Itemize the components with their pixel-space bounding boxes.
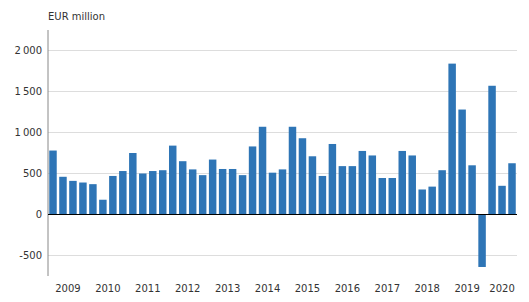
bar [379,178,386,214]
grid-line [48,91,517,92]
y-tick-label: 0 [36,209,42,220]
bar [249,146,256,214]
x-tick-label: 2010 [95,283,120,294]
x-tick-label: 2009 [55,283,80,294]
bar [508,163,515,214]
zero-line [48,214,517,215]
bar [468,165,475,214]
bar [69,181,76,215]
bar [189,169,196,214]
bar [349,166,356,214]
grid-line [48,50,517,51]
bar [129,153,136,215]
bar [418,189,425,214]
bar [169,146,176,215]
bar [89,184,96,214]
grid-line [48,214,517,215]
bar [259,127,266,215]
bar [478,215,485,267]
chart: -50005001 0001 5002 00020092010201120122… [0,0,529,302]
y-tick-label: 2 000 [15,45,42,56]
x-tick-label: 2020 [489,283,514,294]
bar [329,144,336,215]
grid-line [48,255,517,256]
bar [109,176,116,215]
bar [299,138,306,214]
y-axis-line [48,30,49,276]
bar [229,169,236,215]
chart-container: -50005001 0001 5002 00020092010201120122… [0,0,529,302]
bar [309,156,316,214]
bars [49,64,516,267]
bar [339,166,346,214]
bar [498,186,505,215]
bar [408,155,415,214]
bar [49,151,56,215]
x-axis: 2009 2010 2011 2012 2013 2014 2015 2016 2017 2018… [55,283,515,294]
y-axis: -500 0 500 1 000 1 500 2 000 [15,30,48,276]
y-tick-label: 500 [23,168,42,179]
bar [279,169,286,214]
bar [399,151,406,215]
x-tick-label: 2014 [255,283,280,294]
y-tick-label: 1 500 [15,86,42,97]
grid [48,51,517,256]
bar [269,173,276,215]
bar [448,64,455,215]
bar [179,161,186,214]
bar [289,127,296,215]
x-tick-label: 2011 [135,283,160,294]
y-axis-label: EUR million [48,11,105,22]
bar [428,187,435,215]
x-tick-label: 2015 [295,283,320,294]
x-tick-label: 2017 [375,283,400,294]
bar [219,169,226,215]
x-tick-label: 2012 [175,283,200,294]
page: {"chart_data": {"type": "bar", "ylabel":… [0,0,529,302]
bar [389,178,396,214]
bar [99,200,106,215]
bar [159,170,166,214]
bar [119,171,126,214]
bar [369,155,376,214]
bar [438,170,445,214]
y-tick-label: -500 [19,250,42,261]
bar [79,183,86,215]
x-tick-label: 2018 [414,283,439,294]
x-tick-label: 2016 [335,283,360,294]
bar [59,177,66,215]
bar [199,175,206,214]
bar [319,176,326,215]
bar [239,175,246,214]
bar [139,174,146,215]
y-tick-label: 1 000 [15,127,42,138]
bar [209,160,216,215]
grid-line [48,132,517,133]
bar [488,86,495,215]
x-tick-label: 2019 [454,283,479,294]
bar [149,171,156,214]
bar [458,110,465,215]
x-tick-label: 2013 [215,283,240,294]
bar [359,151,366,215]
